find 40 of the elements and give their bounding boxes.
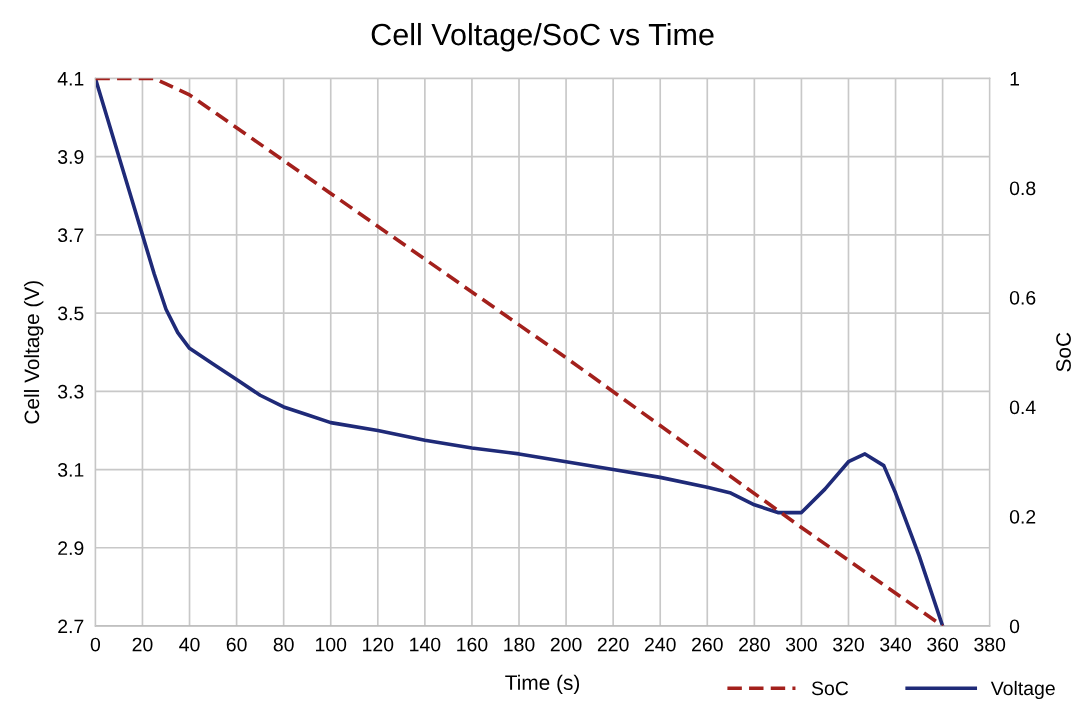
y-tick-label: 4.1 (57, 72, 84, 86)
x-tick-label: 120 (363, 637, 394, 652)
x-tick-label: 360 (927, 637, 959, 652)
x-tick-label: 100 (316, 637, 347, 652)
x-tick-label: 40 (179, 637, 200, 652)
y-tick-label: 3.9 (57, 150, 84, 164)
y-tick-label: 3.5 (57, 306, 84, 321)
x-tick-label: 240 (644, 637, 676, 652)
y-tick-label: 2.9 (58, 541, 84, 556)
y2-axis-title: SoC (1056, 332, 1071, 372)
x-tick-label: 160 (457, 637, 488, 652)
x-tick-label: 140 (410, 637, 441, 652)
x-tick-label: 300 (785, 637, 817, 652)
x-tick-label: 60 (226, 637, 247, 652)
x-tick-label: 340 (880, 637, 912, 652)
x-tick-label: 320 (833, 637, 864, 652)
x-tick-label: 280 (739, 637, 770, 652)
x-tick-label: 380 (974, 637, 1006, 652)
x-tick-label: 80 (273, 637, 294, 652)
y-tick-label: 3.7 (57, 228, 84, 243)
y2-tick-label: 0.6 (1009, 290, 1036, 305)
x-tick-label: 0 (90, 637, 101, 652)
legend-label: SoC (811, 681, 849, 696)
x-tick-label: 220 (597, 637, 629, 652)
y-tick-label: 3.3 (57, 384, 84, 399)
y-tick-label: 2.7 (58, 619, 84, 634)
x-tick-label: 200 (550, 637, 582, 652)
y2-tick-label: 0.8 (1009, 181, 1036, 196)
x-tick-label: 20 (132, 637, 153, 652)
y2-tick-label: 0.2 (1009, 509, 1036, 524)
legend-label: Voltage (990, 680, 1055, 700)
y2-tick-label: 0.4 (1009, 400, 1036, 415)
x-tick-label: 180 (504, 637, 535, 652)
y2-tick-label: 1 (1010, 72, 1019, 86)
y-axis-title: Cell Voltage (V) (23, 281, 44, 424)
y-tick-label: 3.1 (57, 463, 84, 477)
x-axis-title: Time (s) (505, 674, 580, 695)
y2-tick-label: 0 (1009, 619, 1020, 634)
chart-title: Cell Voltage/SoC vs Time (371, 22, 714, 52)
x-tick-label: 260 (692, 637, 723, 652)
